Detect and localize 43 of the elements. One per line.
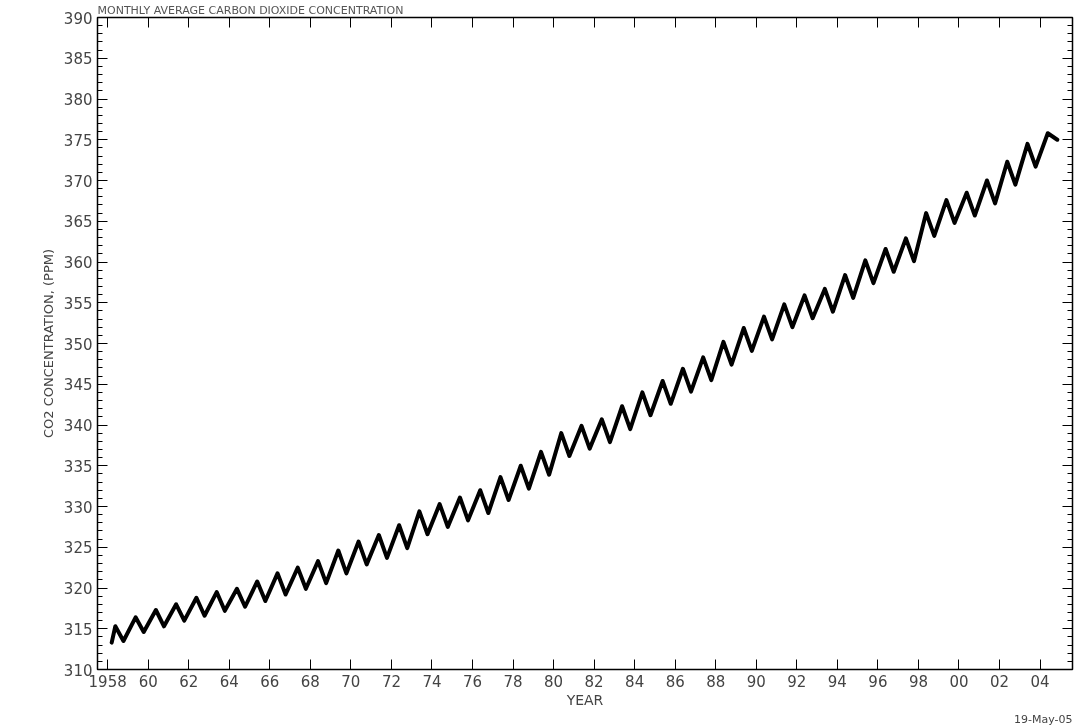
y-tick-label: 365 bbox=[63, 213, 93, 232]
y-tick-label: 370 bbox=[63, 172, 93, 191]
y-tick-label: 350 bbox=[63, 335, 93, 354]
x-tick-label: 84 bbox=[625, 672, 645, 691]
y-tick-label: 345 bbox=[63, 376, 93, 395]
x-tick-label: 78 bbox=[503, 672, 523, 691]
x-tick-label: 68 bbox=[300, 672, 320, 691]
x-tick-label: 76 bbox=[462, 672, 483, 691]
y-tick-label: 355 bbox=[63, 294, 93, 313]
y-tick-label: 330 bbox=[63, 498, 93, 517]
x-tick-label: 94 bbox=[827, 672, 847, 691]
y-tick-label: 340 bbox=[63, 417, 93, 435]
chart-title: MONTHLY AVERAGE CARBON DIOXIDE CONCENTRATION bbox=[97, 3, 404, 17]
x-tick-label: 60 bbox=[138, 672, 158, 691]
x-tick-label: 72 bbox=[381, 672, 401, 691]
y-tick-label: 320 bbox=[63, 580, 93, 598]
x-tick-label: 00 bbox=[949, 672, 969, 691]
x-tick-label: 86 bbox=[665, 672, 685, 691]
y-tick-label: 390 bbox=[63, 9, 93, 28]
x-tick-label: 62 bbox=[179, 672, 199, 691]
x-tick-label: 90 bbox=[746, 672, 766, 691]
x-tick-label: 70 bbox=[341, 672, 361, 691]
y-tick-label: 335 bbox=[63, 457, 93, 476]
x-axis-title: YEAR bbox=[565, 691, 604, 708]
x-tick-label: 82 bbox=[584, 672, 604, 691]
x-tick-label: 98 bbox=[908, 672, 928, 691]
x-tick-label: 74 bbox=[422, 672, 442, 691]
x-tick-label: 96 bbox=[868, 672, 888, 691]
y-tick-label: 385 bbox=[63, 50, 93, 69]
y-axis-title: CO2 CONCENTRATION, (PPM) bbox=[40, 248, 56, 439]
text: 19-May-05 bbox=[1014, 712, 1073, 725]
x-tick-label: 80 bbox=[544, 672, 564, 691]
y-tick-label: 360 bbox=[63, 254, 93, 272]
x-tick-label: 64 bbox=[219, 672, 239, 691]
x-tick-label: 02 bbox=[989, 672, 1010, 691]
x-tick-label: 04 bbox=[1030, 672, 1050, 691]
y-tick-label: 380 bbox=[63, 91, 93, 109]
y-tick-label: 315 bbox=[63, 620, 93, 639]
x-tick-label: 92 bbox=[787, 672, 807, 691]
y-tick-label: 325 bbox=[63, 539, 93, 558]
x-tick-label: 88 bbox=[706, 672, 726, 691]
x-tick-label: 66 bbox=[260, 672, 280, 691]
y-tick-label: 375 bbox=[63, 131, 93, 150]
